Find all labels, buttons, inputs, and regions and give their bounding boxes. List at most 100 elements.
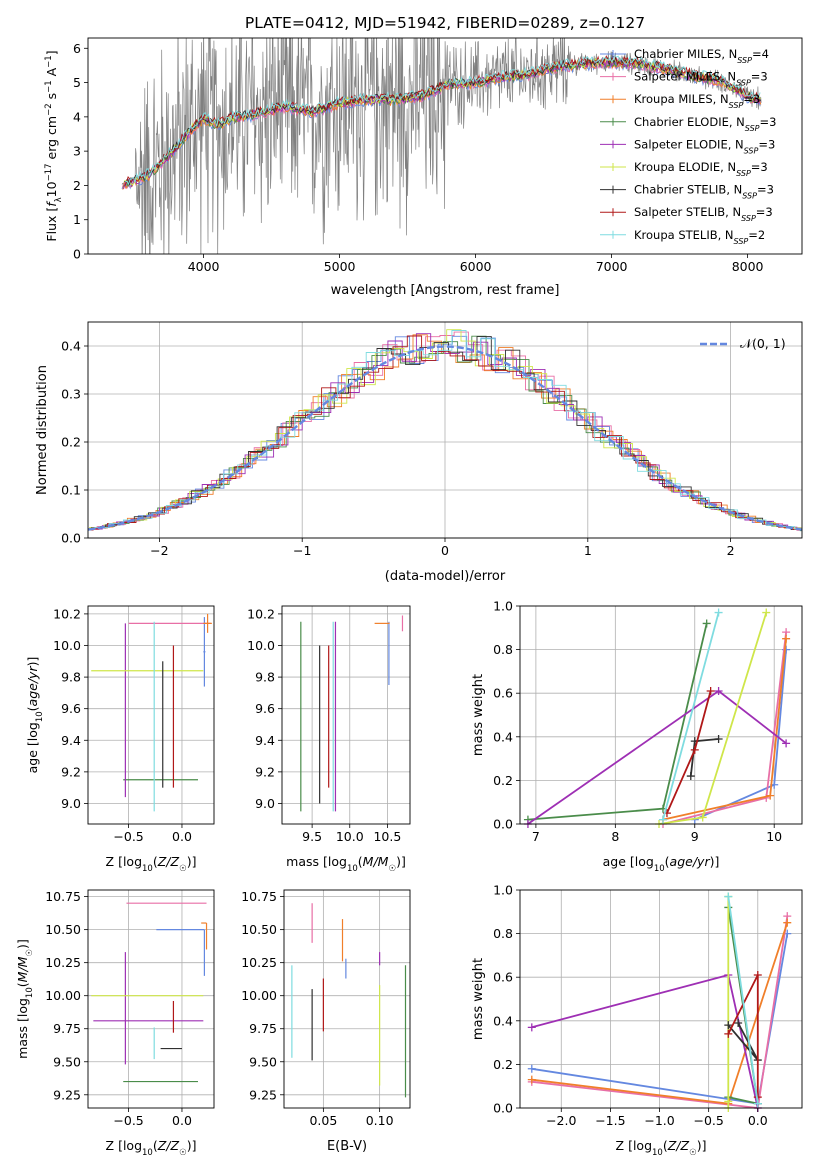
weight-point [766,791,775,800]
y-tick-label: 5 [73,75,81,90]
weight-point [783,918,792,927]
weight-line-chabrier-miles [694,649,787,821]
x-tick-label: 0.0 [748,1113,768,1128]
legend-label: Salpeter ELODIE, NSSP=3 [634,137,775,155]
x-tick-label: 9 [691,829,699,844]
y-tick-label: 10.00 [241,988,277,1003]
x-axis-label: Z [log10(Z/Z☉)] [106,1138,197,1158]
x-tick-label: −0.5 [113,1113,143,1128]
y-tick-label: 10.50 [45,922,81,937]
y-tick-label: 0.1 [61,483,81,498]
errorbar-salpeter-elodie [93,952,204,1065]
y-tick-label: 10.50 [241,922,277,937]
mass-vs-EBV-panel-grid [284,890,410,1108]
axes-frame [87,37,803,255]
x-tick-label: 8 [611,829,619,844]
x-tick-label: −2.0 [546,1113,576,1128]
weight-point [753,971,762,980]
axes-frame [519,605,803,825]
x-axis-label: mass [log10(M/M☉)] [286,854,406,874]
weight-point [714,608,723,617]
x-tick-label: 0 [441,543,449,558]
weight-line-chabrier-elodie [527,623,708,821]
x-tick-label: 1 [584,543,592,558]
x-axis-label: Z [log10(Z/Z☉)] [106,854,197,874]
x-tick-label: 10.5 [373,829,401,844]
x-tick-label: 2 [727,543,735,558]
figure-title: PLATE=0412, MJD=51942, FIBERID=0289, z=0… [245,14,645,32]
x-tick-label: 9.5 [302,829,322,844]
axes-frame [87,605,215,825]
weight-line-salpeter-stelib [666,690,712,814]
y-tick-label: 0.2 [493,1057,513,1072]
y-tick-label: 6 [73,41,81,56]
x-axis-label: (data-model)/error [385,569,506,584]
y-tick-label: 10.2 [247,606,275,621]
legend-label: Kroupa ELODIE, NSSP=3 [634,160,768,178]
weight-line-kroupa-elodie [658,612,768,825]
histogram-salpeter-miles [88,331,802,531]
y-tick-label: 9.2 [255,764,275,779]
age-vs-Z-panel-plot [91,613,212,812]
weight-point [658,815,667,824]
legend-label: 𝒩(0, 1) [740,336,786,351]
y-tick-label: 9.6 [61,701,81,716]
weight-point [782,739,791,748]
y-tick-label: 0.2 [61,435,81,450]
legend-label: Salpeter STELIB, NSSP=3 [634,205,773,223]
weight-line-salpeter-elodie [527,689,787,825]
y-tick-label: 10.75 [241,889,277,904]
residuals-panel-plot [88,329,802,532]
y-tick-label: 10.0 [53,638,81,653]
age-vs-mass-panel: 9.5 10.0 10.5 9.0 9.2 9.4 9.6 9.8 10.0 10.2 mass [… [247,605,411,874]
weight-point [714,687,723,696]
axes-frame [283,889,411,1109]
weight-point [753,1099,762,1108]
axes-frame [519,889,803,1109]
legend-label: Chabrier STELIB, NSSP=3 [634,183,774,201]
y-tick-label: 1.0 [493,883,513,898]
y-tick-label: 9.50 [249,1054,277,1069]
weight-point [714,734,723,743]
y-tick-label: 9.0 [255,796,275,811]
y-tick-label: 10.00 [45,988,81,1003]
y-axis-label: mass weight [471,958,486,1040]
age-vs-Z-panel-grid [88,606,214,824]
weight-vs-age-panel-plot [523,608,791,828]
weight-point [762,608,771,617]
mass-vs-Z-panel-plot [91,902,208,1083]
residuals-panel: −2 −1 0 1 2 0.0 0.1 0.2 0.3 0.4 𝒩(0, 1) (data-model… [35,321,803,584]
errorbar-kroupa-miles [203,613,212,633]
x-tick-label: 7 [532,829,540,844]
x-axis-label: wavelength [Angstrom, rest frame] [331,283,560,298]
x-axis-label: E(B-V) [327,1139,367,1154]
x-tick-label: 0.0 [172,1113,192,1128]
weight-point [698,813,707,822]
y-tick-label: 3 [73,144,81,159]
weight-point [734,1018,743,1027]
axes-frame [87,889,215,1109]
spectrum-panel-plot [121,38,762,254]
weight-point [702,619,711,628]
spectrum-legend: Chabrier MILES, NSSP=4 Salpeter MILES, NS… [600,47,776,245]
weight-vs-Z-panel-frame: −2.0 −1.5 −1.0 −0.5 0.0 0.0 0.2 0.4 0.6 0.8 1.0 [493,883,803,1128]
model-spectrum-kroupa-stelib [125,54,761,186]
weight-point [527,1075,536,1084]
residuals-panel-frame: −2 −1 0 1 2 0.0 0.1 0.2 0.3 0.4 [61,321,803,558]
y-tick-label: 10.0 [247,638,275,653]
x-axis-label: Z [log10(Z/Z☉)] [616,1138,707,1158]
y-axis-label: mass weight [471,674,486,756]
y-tick-label: 0.4 [493,729,513,744]
weight-point [724,1029,733,1038]
legend-label: Salpeter MILES, NSSP=3 [634,70,768,88]
mass-vs-EBV-panel-plot [291,903,407,1098]
y-tick-label: 10.75 [45,889,81,904]
y-tick-label: 0.3 [61,387,81,402]
weight-line-kroupa-stelib [727,896,759,1104]
y-tick-label: 9.25 [53,1087,81,1102]
y-tick-label: 2 [73,178,81,193]
age-vs-Z-panel: −0.5 0.0 9.0 9.2 9.4 9.6 9.8 10.0 10.2 Z [log10(Z… [25,605,215,874]
y-tick-label: 1.0 [493,599,513,614]
x-tick-label: 0.10 [366,1113,394,1128]
